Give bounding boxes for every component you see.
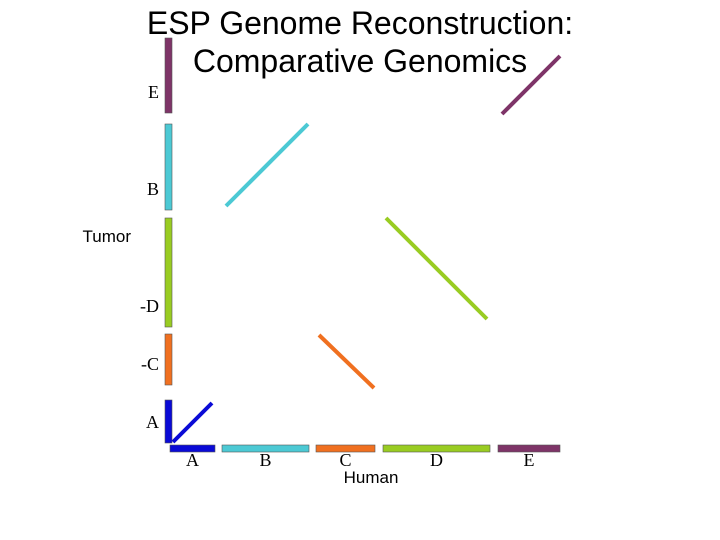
tumor-segment-neg-c <box>164 333 173 386</box>
tumor-segment-neg-d <box>164 217 173 328</box>
tumor-segment-label-e: E <box>148 82 159 102</box>
tumor-segment-label-neg-c: -C <box>141 354 159 374</box>
human-segment-label-c: C <box>339 450 351 470</box>
tumor-segment-label-neg-d: -D <box>140 296 159 316</box>
alignment-lines <box>171 54 562 444</box>
page-title: ESP Genome Reconstruction: Comparative G… <box>110 4 610 80</box>
y-axis-title: Tumor <box>83 227 132 246</box>
human-axis: A B C D E <box>169 444 561 470</box>
tumor-segment-label-b: B <box>147 179 159 199</box>
human-segment-e <box>497 444 561 453</box>
title-line-1: ESP Genome Reconstruction: <box>146 5 574 41</box>
x-axis-title: Human <box>344 468 399 487</box>
alignment-line-a <box>171 401 214 444</box>
alignment-line-d <box>384 216 489 321</box>
tumor-segment-a <box>164 399 173 444</box>
human-segment-c <box>315 444 376 453</box>
human-segment-b <box>221 444 310 453</box>
human-segment-a <box>169 444 216 453</box>
human-segment-d <box>382 444 491 453</box>
alignment-line-b <box>224 122 310 208</box>
tumor-segment-b <box>164 123 173 211</box>
human-segment-label-b: B <box>259 450 271 470</box>
title-line-2: Comparative Genomics <box>192 43 528 79</box>
human-segment-label-d: D <box>430 450 443 470</box>
tumor-segment-label-a: A <box>146 412 159 432</box>
alignment-line-c <box>317 333 376 390</box>
human-segment-label-e: E <box>524 450 535 470</box>
alignment-line-e <box>500 54 562 116</box>
tumor-axis: A -C -D B E <box>140 37 173 444</box>
human-segment-label-a: A <box>186 450 199 470</box>
tumor-segment-e <box>164 37 173 114</box>
